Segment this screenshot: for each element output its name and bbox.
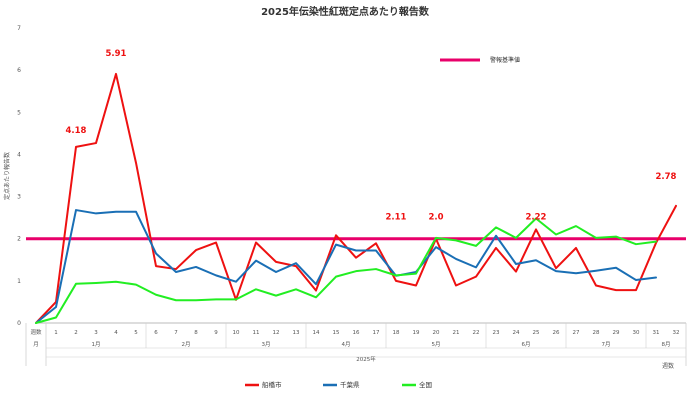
data-label: 2.0 (428, 213, 443, 223)
data-label: 4.18 (66, 126, 87, 136)
x-tick-label: 20 (433, 330, 440, 336)
x-tick-label: 12 (273, 330, 280, 336)
x-tick-label: 27 (573, 330, 580, 336)
x-tick-label: 21 (453, 330, 460, 336)
legend-label: 船橋市 (262, 380, 282, 389)
data-label: 2.78 (656, 172, 677, 182)
y-axis-label: 定点あたり報告数 (3, 152, 11, 200)
series-line (35, 217, 657, 324)
month-label: 6月 (522, 341, 531, 348)
month-label: 8月 (662, 341, 671, 348)
x-tick-label: 8 (194, 330, 198, 336)
x-tick-label: 25 (533, 330, 540, 336)
legend-threshold-label: 警報基準値 (490, 56, 520, 64)
x-tick-label: 5 (134, 330, 138, 336)
legend-label: 全国 (419, 380, 432, 389)
x-tick-label: 10 (233, 330, 240, 336)
x-corner-month-label: 月 (33, 341, 39, 348)
x-tick-label: 6 (154, 330, 158, 336)
x-tick-label: 28 (593, 330, 600, 336)
month-label: 5月 (432, 341, 441, 348)
x-tick-label: 1 (54, 330, 58, 336)
month-label: 7月 (602, 341, 611, 348)
y-tick-label: 1 (17, 278, 21, 285)
y-tick-label: 7 (17, 25, 21, 32)
x-tick-label: 32 (673, 330, 680, 336)
x-tick-label: 16 (353, 330, 360, 336)
x-tick-label: 26 (553, 330, 560, 336)
month-label: 2月 (182, 341, 191, 348)
chart-title: 2025年伝染性紅斑定点あたり報告数 (261, 5, 430, 18)
x-tick-label: 19 (413, 330, 420, 336)
data-label: 5.91 (106, 49, 127, 59)
x-tick-label: 17 (373, 330, 380, 336)
series-line (35, 72, 677, 324)
x-tick-label: 23 (493, 330, 500, 336)
x-tick-label: 29 (613, 330, 620, 336)
x-tick-label: 22 (473, 330, 480, 336)
month-label: 4月 (342, 341, 351, 348)
x-tick-label: 24 (513, 330, 520, 336)
data-label: 2.22 (526, 213, 547, 223)
annotation-layer: 4.18 5.91 2.11 2.0 2.22 2.78 (66, 49, 677, 223)
x-tick-label: 30 (633, 330, 640, 336)
series-line (35, 209, 657, 324)
y-tick-label: 6 (17, 67, 21, 74)
x-end-label: 週数 (662, 362, 674, 370)
x-tick-label: 15 (333, 330, 340, 336)
year-label: 2025年 (356, 355, 376, 363)
data-label: 2.11 (386, 213, 407, 223)
y-tick-label: 4 (17, 151, 21, 158)
x-corner-label: 週数 (30, 328, 42, 336)
x-tick-label: 4 (114, 330, 118, 336)
month-label: 1月 (92, 341, 101, 348)
x-tick-label: 7 (174, 330, 178, 336)
x-tick-label: 14 (313, 330, 320, 336)
x-tick-label: 31 (653, 330, 660, 336)
x-tick-label: 11 (253, 330, 260, 336)
x-tick-label: 18 (393, 330, 400, 336)
y-tick-label: 5 (17, 109, 21, 116)
legend-label: 千葉県 (340, 380, 360, 389)
x-tick-label: 9 (214, 330, 218, 336)
month-label: 3月 (262, 341, 271, 348)
y-tick-label: 2 (17, 236, 21, 243)
y-tick-label: 0 (17, 320, 21, 327)
x-tick-label: 13 (293, 330, 300, 336)
x-tick-label: 2 (74, 330, 78, 336)
y-tick-label: 3 (17, 194, 21, 201)
series-layer (35, 72, 677, 324)
x-tick-label: 3 (94, 330, 98, 336)
